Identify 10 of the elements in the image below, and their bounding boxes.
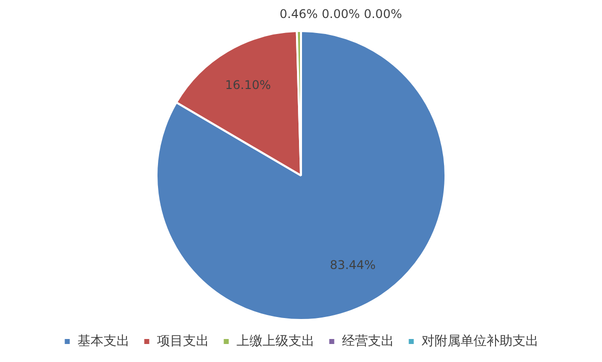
legend-label: 对附属单位补助支出 [421, 334, 538, 349]
data-label: 16.10% [225, 78, 271, 92]
legend-label: 经营支出 [342, 334, 394, 349]
legend-label: 基本支出 [77, 334, 130, 349]
data-label: 83.44% [330, 258, 376, 272]
text: 0.00% [322, 7, 360, 22]
legend-label: 项目支出 [156, 334, 209, 349]
text: 0.00% [364, 7, 402, 22]
data-label: 0.46% [280, 7, 318, 22]
legend-label: 上缴上级支出 [236, 334, 314, 349]
